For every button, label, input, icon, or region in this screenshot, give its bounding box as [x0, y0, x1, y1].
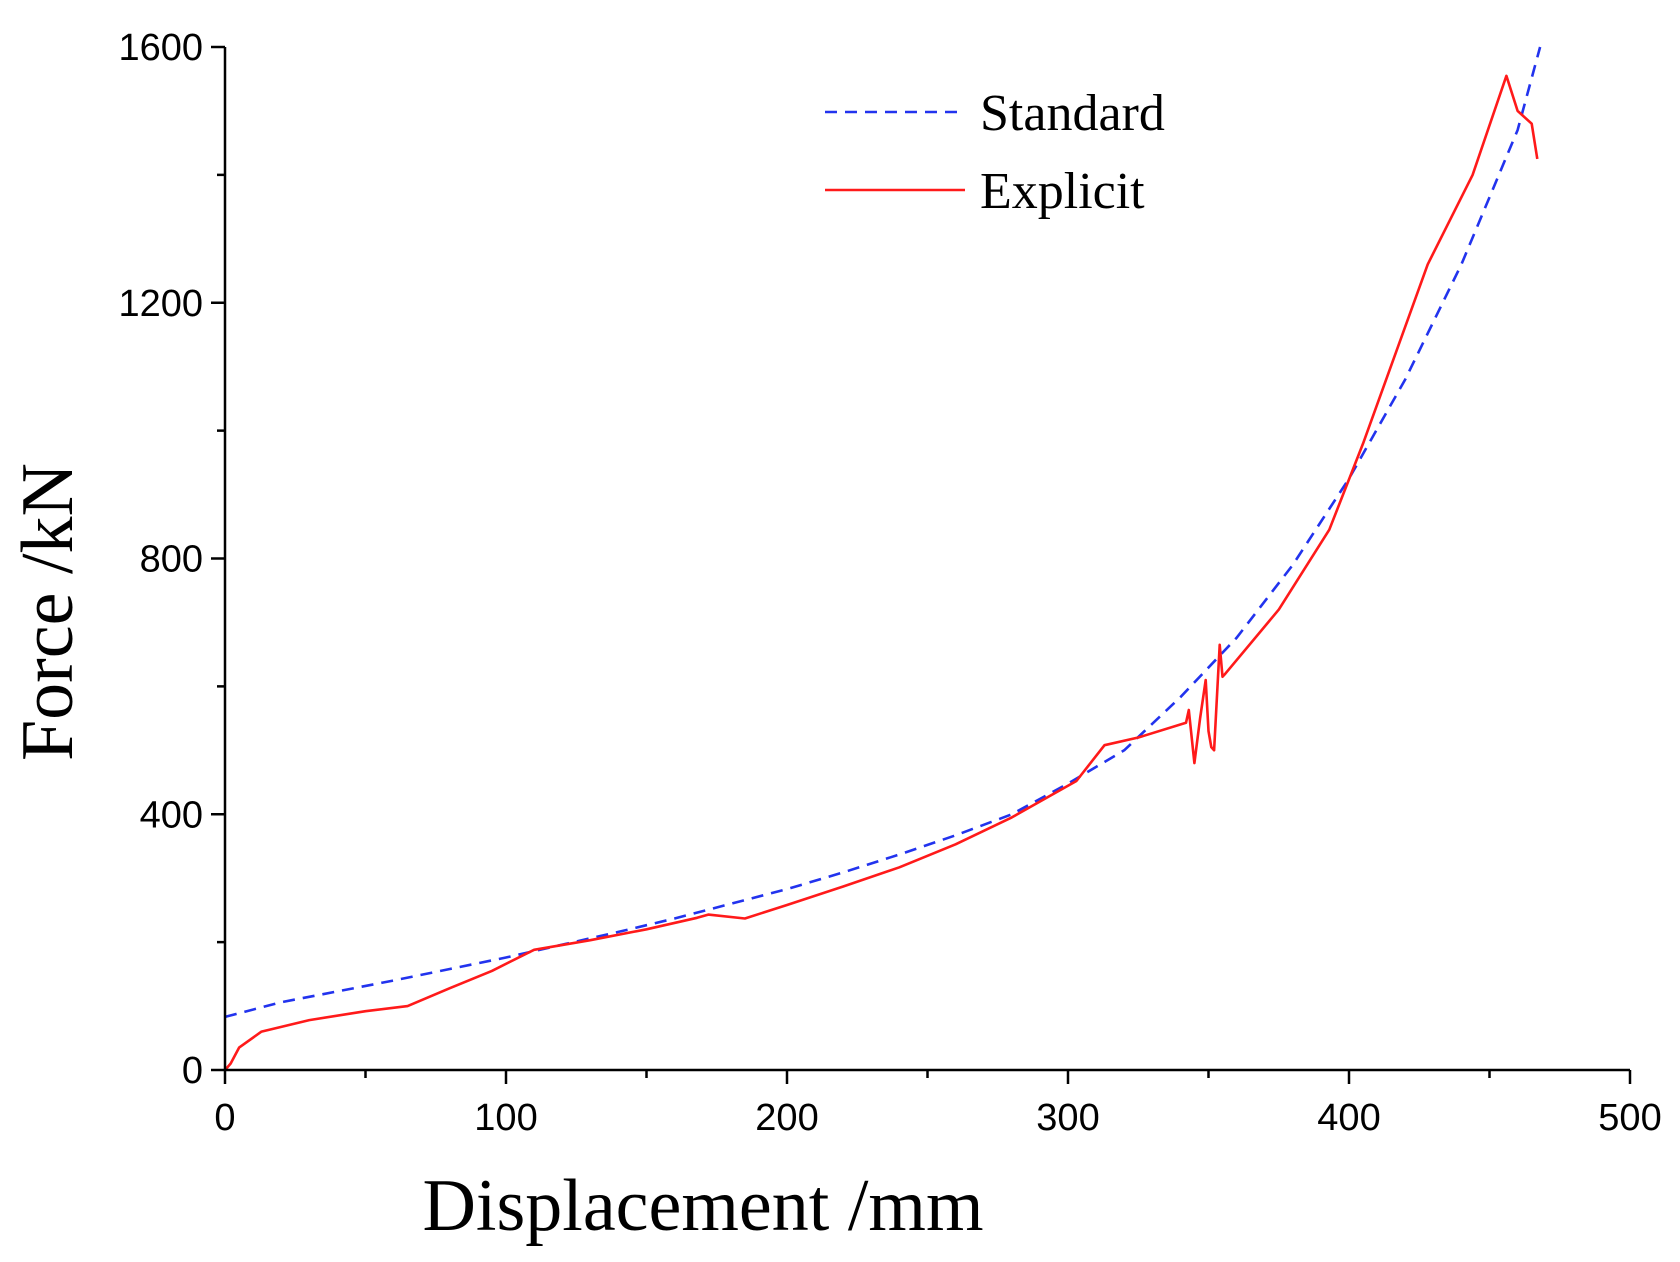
- legend-label-standard: Standard: [980, 85, 1165, 142]
- x-tick-label: 100: [474, 1097, 537, 1139]
- x-tick-label: 200: [755, 1097, 818, 1139]
- x-tick-label: 500: [1598, 1097, 1661, 1139]
- y-tick-label: 0: [182, 1050, 203, 1092]
- x-tick-label: 400: [1317, 1097, 1380, 1139]
- y-tick-label: 400: [140, 794, 203, 836]
- y-tick-label: 1600: [118, 27, 203, 69]
- axes: 0 100 200 300 400 500 0 400 800 1200 1600: [118, 27, 1661, 1139]
- x-tick-label: 300: [1036, 1097, 1099, 1139]
- y-tick-label: 1200: [118, 283, 203, 325]
- series-line-standard: [224, 46, 1542, 1019]
- x-axis-title: Displacement /mm: [422, 1165, 983, 1247]
- plot-area: [224, 46, 1542, 1071]
- series-line-explicit: [224, 74, 1539, 1071]
- y-axis-title: Force /kN: [7, 463, 89, 761]
- legend: Standard Explicit: [825, 85, 1165, 220]
- legend-label-explicit: Explicit: [980, 163, 1145, 220]
- y-tick-label: 800: [140, 539, 203, 581]
- x-tick-label: 0: [214, 1097, 235, 1139]
